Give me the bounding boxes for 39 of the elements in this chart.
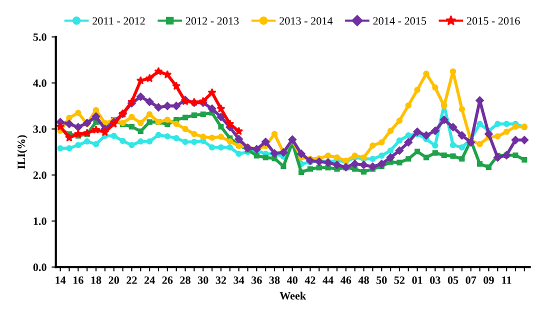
- x-tick-label: 09: [484, 276, 494, 284]
- x-tick-label: 22: [126, 276, 137, 284]
- legend-label: 2013 - 2014: [280, 17, 333, 25]
- x-tick-label: 48: [358, 276, 369, 284]
- x-tick-label: 26: [162, 276, 173, 284]
- x-axis-title: Week: [280, 292, 306, 300]
- x-tick-label: 42: [304, 276, 316, 284]
- x-tick-label: 50: [376, 276, 387, 284]
- x-tick-label: 05: [448, 276, 458, 284]
- x-tick-label: 18: [91, 276, 102, 284]
- x-tick-label: 30: [198, 276, 208, 284]
- x-tick-label: 03: [430, 276, 440, 284]
- x-tick-label: 16: [74, 276, 84, 284]
- x-tick-label: 20: [108, 276, 119, 284]
- legend-label: 2015 - 2016: [466, 17, 520, 25]
- x-tick-label: 36: [252, 276, 262, 284]
- x-tick-label: 52: [394, 276, 405, 284]
- y-tick-label: 3.0: [33, 125, 46, 133]
- legend-label: 2012 - 2013: [186, 17, 239, 25]
- y-tick-label: 0.0: [33, 264, 46, 272]
- y-tick-label: 4.0: [33, 79, 46, 87]
- y-tick-label: 1.0: [34, 218, 46, 226]
- x-tick-label: 28: [180, 276, 190, 284]
- x-tick-label: 01: [412, 276, 422, 284]
- x-tick-label: 32: [216, 276, 226, 284]
- legend-label: 2014 - 2015: [373, 17, 426, 25]
- x-tick-label: 24: [144, 276, 155, 284]
- x-tick-label: 34: [234, 276, 244, 284]
- x-tick-label: 44: [322, 276, 334, 284]
- y-tick-label: 5.0: [33, 33, 46, 41]
- x-tick-label: 07: [466, 276, 476, 284]
- y-axis-title: ILI(%): [17, 135, 28, 169]
- x-tick-label: 46: [340, 276, 352, 284]
- x-tick-label: 14: [56, 276, 66, 284]
- x-tick-label: 38: [269, 276, 280, 284]
- x-tick-label: 11: [502, 276, 512, 284]
- x-tick-label: 40: [286, 276, 298, 284]
- legend-label: 2011 - 2012: [92, 17, 145, 25]
- y-tick-label: 2.0: [33, 171, 46, 180]
